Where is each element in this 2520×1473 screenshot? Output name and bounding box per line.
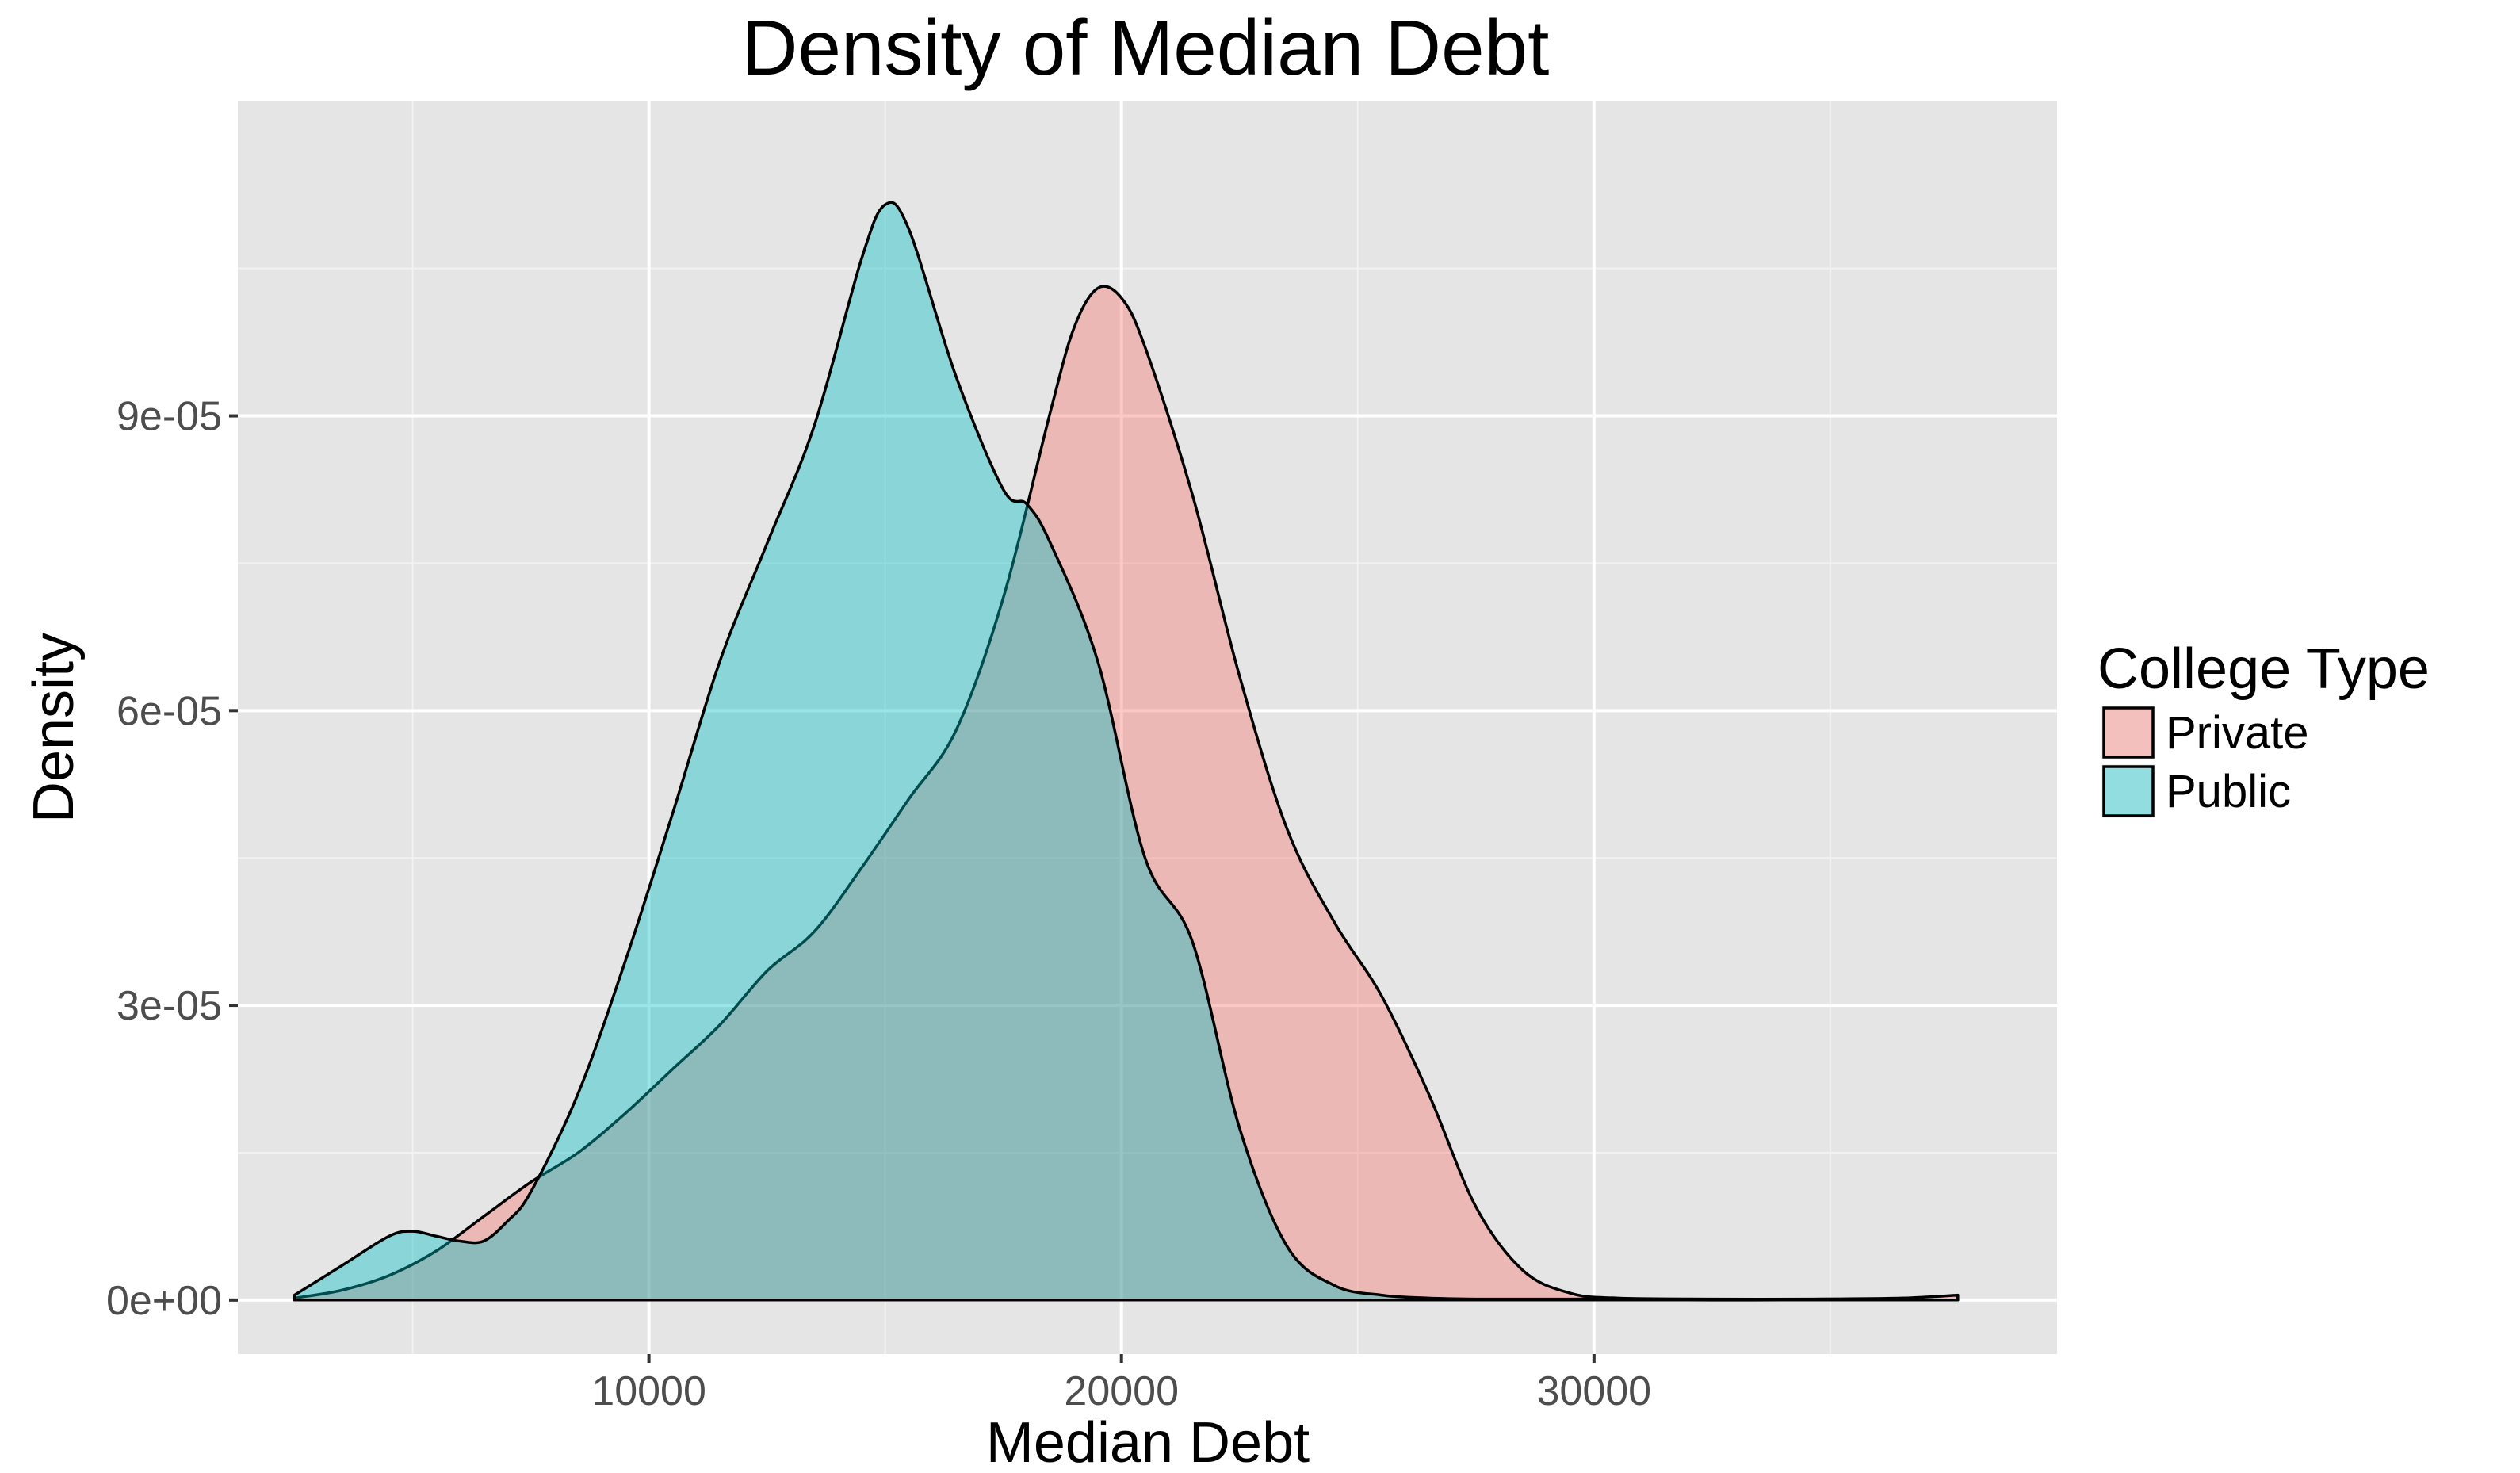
x-tick-label: 30000 <box>1537 1368 1652 1414</box>
legend-swatch-public <box>2102 765 2155 817</box>
y-tick-label: 0e+00 <box>106 1278 222 1324</box>
x-tick-label: 20000 <box>1064 1368 1179 1414</box>
y-tick-label: 3e-05 <box>117 983 222 1029</box>
y-axis: 0e+00 3e-05 6e-05 9e-05 <box>106 394 238 1324</box>
legend: College Type Private Public <box>2097 637 2430 818</box>
legend-key-bg <box>2101 706 2155 759</box>
x-axis-label: Median Debt <box>986 1411 1310 1473</box>
density-area-private <box>293 285 1960 1302</box>
legend-label-public: Public <box>2166 766 2291 817</box>
legend-swatch-private <box>2102 706 2155 759</box>
density-areas <box>293 201 1960 1302</box>
legend-key-bg <box>2101 764 2155 818</box>
legend-title: College Type <box>2097 637 2430 701</box>
x-tick-label: 10000 <box>591 1368 706 1414</box>
x-axis: 10000 20000 30000 <box>591 1354 1651 1414</box>
plot-panel <box>238 101 2057 1354</box>
legend-label-private: Private <box>2166 707 2309 759</box>
legend-items: Private Public <box>2101 706 2309 818</box>
y-tick-label: 6e-05 <box>117 688 222 734</box>
density-area-public <box>293 201 1960 1302</box>
chart-title: Density of Median Debt <box>742 4 1550 91</box>
minor-gridlines <box>238 101 2057 1354</box>
y-tick-label: 9e-05 <box>117 394 222 440</box>
y-axis-label: Density <box>22 633 86 823</box>
